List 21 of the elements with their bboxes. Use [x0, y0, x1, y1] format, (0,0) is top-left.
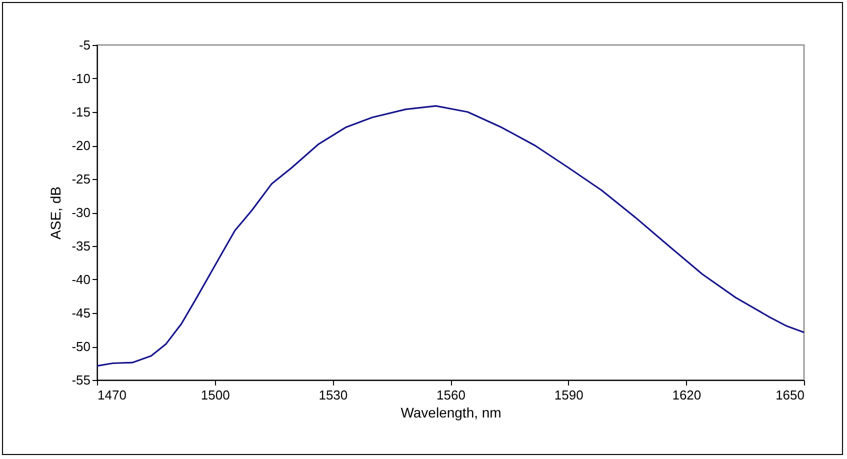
y-tick-label: -10 — [72, 71, 90, 86]
x-tick-label: 1590 — [554, 388, 584, 402]
y-tick-label: -20 — [72, 138, 90, 153]
x-tick-label: 1650 — [776, 388, 804, 402]
y-tick-label: -40 — [72, 272, 90, 287]
y-tick-label: -15 — [72, 104, 90, 120]
x-tick-label: 1470 — [98, 388, 126, 402]
y-tick-label: -45 — [72, 306, 90, 320]
y-tick-label: -5 — [78, 38, 90, 52]
x-tick-label: 1560 — [436, 388, 466, 402]
y-tick-label: -50 — [72, 339, 90, 354]
x-tick-label: 1500 — [200, 388, 230, 402]
line-series — [96, 105, 805, 367]
y-tick-label: -35 — [72, 238, 90, 254]
y-axis-title: ASE, dB — [48, 186, 64, 240]
x-tick-label: 1530 — [318, 388, 348, 402]
y-tick-label: -55 — [72, 372, 90, 388]
y-tick-label: -25 — [72, 172, 90, 186]
y-tick-label: -30 — [72, 205, 90, 220]
x-axis-title: Wavelength, nm — [400, 404, 502, 420]
x-tick-label: 1620 — [672, 388, 702, 402]
